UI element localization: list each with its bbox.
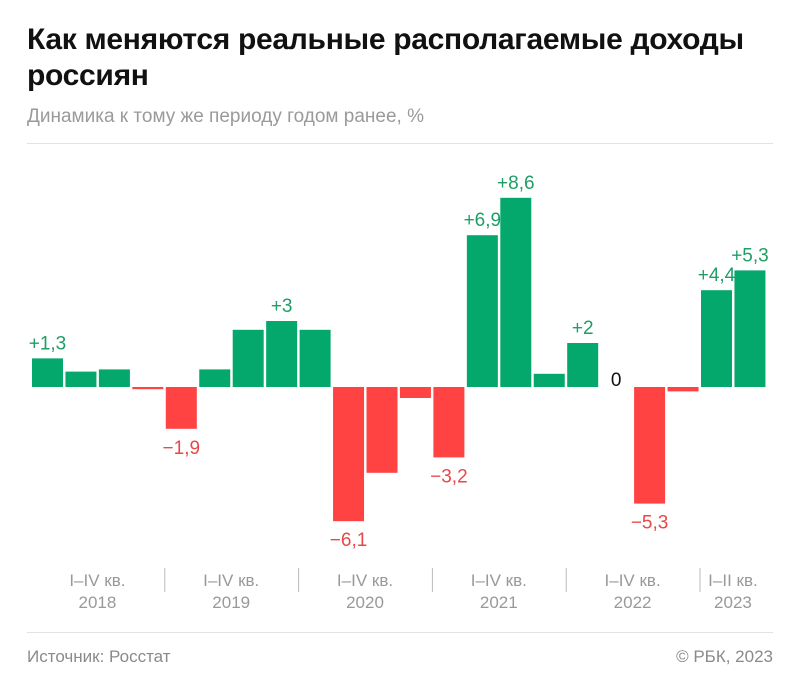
x-tick-label-period: I–IV кв. <box>337 571 393 590</box>
x-tick-label-year: 2023 <box>714 593 752 612</box>
bar <box>734 270 766 387</box>
bar <box>165 387 197 429</box>
source-note: Источник: Росстат <box>27 647 171 666</box>
bar <box>266 321 298 387</box>
bar <box>366 387 398 473</box>
bar <box>433 387 465 458</box>
bar <box>667 387 699 392</box>
x-tick-label-period: I–IV кв. <box>471 571 527 590</box>
top-divider <box>27 143 773 144</box>
x-tick-label-year: 2022 <box>614 593 652 612</box>
bar <box>232 329 264 387</box>
bar <box>533 373 565 387</box>
x-tick-label-period: I–IV кв. <box>69 571 125 590</box>
data-label: 0 <box>611 370 622 391</box>
data-label: +2 <box>572 318 594 339</box>
bar <box>634 387 666 504</box>
data-label: +6,9 <box>464 210 502 231</box>
copyright: © РБК, 2023 <box>676 647 773 666</box>
x-tick-label-period: I–IV кв. <box>203 571 259 590</box>
chart-title: Как меняются реальные располагаемые дохо… <box>27 23 744 92</box>
bar <box>199 369 231 387</box>
bottom-divider <box>27 632 773 633</box>
chart-subtitle: Динамика к тому же периоду годом ранее, … <box>27 106 424 127</box>
bar <box>567 343 599 387</box>
data-label: +8,6 <box>497 173 535 194</box>
data-label: +4,4 <box>698 265 736 286</box>
x-tick-label-year: 2021 <box>480 593 518 612</box>
data-label: +3 <box>271 296 293 317</box>
bar <box>466 235 498 387</box>
bar <box>701 290 732 387</box>
bar <box>32 358 63 387</box>
x-tick-label-period: I–II кв. <box>708 571 758 590</box>
bar <box>65 371 97 387</box>
bar <box>333 387 365 522</box>
bar <box>500 197 532 387</box>
data-label: −6,1 <box>330 530 368 551</box>
data-label: +5,3 <box>731 245 769 266</box>
data-label: −3,2 <box>430 466 468 487</box>
x-tick-label-year: 2020 <box>346 593 384 612</box>
x-tick-label-year: 2018 <box>78 593 116 612</box>
bar <box>98 369 130 387</box>
bar <box>399 387 431 398</box>
data-label: +1,3 <box>29 333 67 354</box>
x-tick-label-year: 2019 <box>212 593 250 612</box>
bar <box>132 387 164 390</box>
x-tick-label-period: I–IV кв. <box>605 571 661 590</box>
data-label: −1,9 <box>163 438 201 459</box>
data-label: −5,3 <box>631 513 669 534</box>
bar <box>299 329 331 387</box>
